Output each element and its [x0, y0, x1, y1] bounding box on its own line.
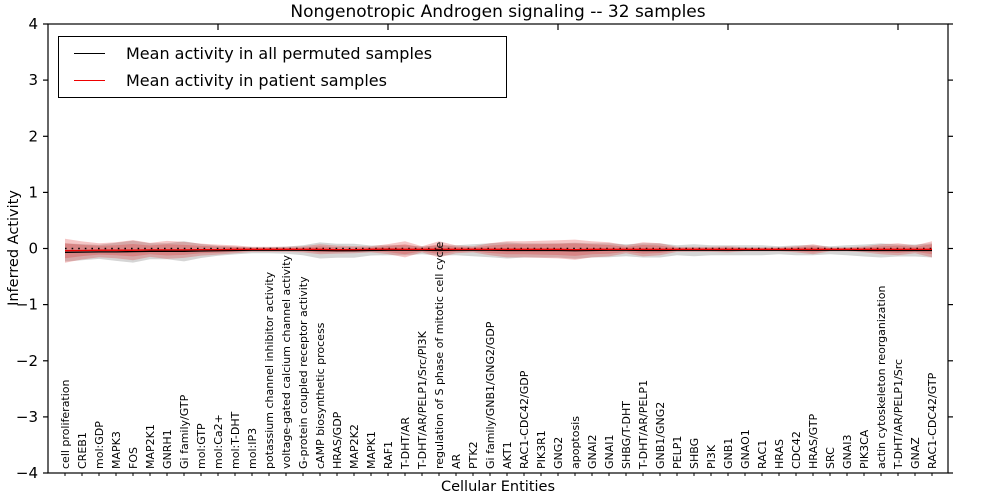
x-tick-label: Gi family/GNB1/GNG2/GDP	[484, 321, 497, 469]
y-tick-label: 2	[28, 127, 38, 145]
x-tick-label: RAF1	[382, 441, 395, 469]
legend-label-permuted: Mean activity in all permuted samples	[126, 44, 433, 64]
x-tick-label: MAP2K1	[144, 424, 157, 469]
x-tick-label: PTK2	[467, 441, 480, 469]
x-tick-label: GNAI3	[841, 434, 854, 469]
x-tick-label: SRC	[824, 447, 837, 469]
legend: Mean activity in all permuted samples Me…	[58, 36, 507, 98]
y-axis-label: Inferred Activity	[6, 190, 22, 306]
y-tick-label: 4	[28, 15, 38, 33]
patient-line-swatch	[74, 79, 105, 81]
x-tick-label: HRAS/GTP	[807, 413, 820, 469]
x-tick-label: SHBG	[688, 438, 701, 469]
x-tick-label: cAMP biosynthetic process	[314, 322, 327, 469]
x-tick-label: PELP1	[671, 436, 684, 469]
x-tick-label: mol:IP3	[246, 428, 259, 469]
y-tick-label: −2	[16, 352, 38, 370]
x-tick-label: G-protein coupled receptor activity	[297, 276, 310, 469]
x-tick-label: mol:GTP	[195, 423, 208, 469]
x-tick-label: mol:T-DHT	[229, 411, 242, 469]
x-tick-label: T-DHT/AR/PELP1/Src	[892, 359, 905, 470]
x-tick-label: mol:GDP	[93, 421, 106, 469]
x-tick-label: RAC1-CDC42/GTP	[926, 372, 939, 469]
x-tick-label: RAC1	[756, 440, 769, 469]
x-tick-label: GNAI2	[586, 434, 599, 469]
x-tick-label: FOS	[127, 447, 140, 469]
x-tick-label: SHBG/T-DHT	[620, 401, 633, 469]
x-tick-label: PIK3R1	[535, 430, 548, 469]
patient-mean-line	[64, 248, 932, 252]
legend-label-patient: Mean activity in patient samples	[126, 70, 387, 90]
x-tick-label: HRAS/GDP	[331, 411, 344, 469]
x-tick-label: regulation of S phase of mitotic cell cy…	[433, 241, 446, 469]
x-tick-label: AR	[450, 453, 463, 469]
x-tick-label: CREB1	[76, 432, 89, 469]
x-tick-label: MAPK3	[110, 431, 123, 469]
x-tick-label: MAPK1	[365, 431, 378, 469]
y-tick-label: 0	[28, 240, 38, 258]
y-tick-label: −4	[16, 464, 38, 482]
x-tick-label: GNAZ	[909, 437, 922, 469]
y-tick-label: 3	[28, 71, 38, 89]
x-tick-label: voltage-gated calcium channel activity	[280, 254, 293, 469]
permuted-mean-line	[64, 249, 932, 254]
x-tick-label: Gi family/GTP	[178, 394, 191, 469]
x-tick-label: GNG2	[552, 437, 565, 469]
x-tick-label: potassium channel inhibitor activity	[263, 271, 276, 469]
x-tick-label: GNB1	[722, 438, 735, 469]
x-tick-label: T-DHT/AR/PELP1	[637, 380, 650, 470]
x-tick-label: T-DHT/AR	[399, 417, 412, 470]
permuted-line-swatch	[74, 53, 105, 55]
x-tick-label: actin cytoskeleton reorganization	[875, 285, 888, 469]
chart-title: Nongenotropic Androgen signaling -- 32 s…	[290, 2, 706, 22]
y-tick-label: −3	[16, 408, 38, 426]
x-tick-label: RAC1-CDC42/GDP	[518, 370, 531, 469]
x-tick-label: PIK3CA	[858, 429, 871, 469]
x-tick-label: T-DHT/AR/PELP1/Src/PI3K	[416, 330, 429, 470]
x-tick-label: AKT1	[501, 441, 514, 469]
legend-entry-permuted: Mean activity in all permuted samples	[74, 44, 506, 63]
y-tick-label: 1	[28, 183, 38, 201]
y-tick-label: −1	[16, 296, 38, 314]
permuted-std-band	[65, 240, 932, 263]
x-axis-label: Cellular Entities	[440, 479, 556, 495]
x-tick-label: CDC42	[790, 431, 803, 469]
x-tick-label: GNAO1	[739, 429, 752, 469]
x-tick-label: GNAI1	[603, 434, 616, 469]
legend-entry-patient: Mean activity in patient samples	[74, 71, 506, 90]
x-tick-label: PI3K	[705, 444, 718, 469]
x-tick-label: apoptosis	[569, 416, 582, 469]
x-tick-label: HRAS	[773, 439, 786, 469]
x-tick-label: GNRH1	[161, 429, 174, 469]
x-tick-label: mol:Ca2+	[212, 414, 225, 469]
x-tick-label: MAP2K2	[348, 424, 361, 469]
x-tick-label: GNB1/GNG2	[654, 402, 667, 469]
x-tick-label: cell proliferation	[59, 379, 72, 469]
